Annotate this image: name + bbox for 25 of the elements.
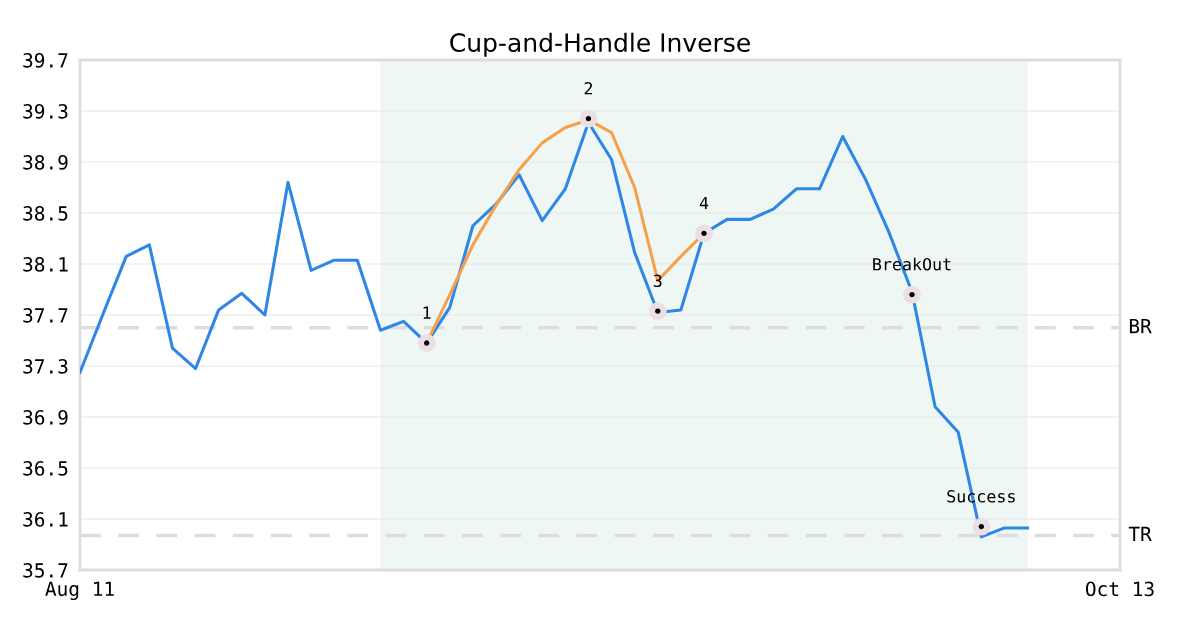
y-tick-label: 36.1 (23, 512, 68, 527)
point (579, 109, 598, 128)
y-tick-label: 36.5 (23, 461, 68, 476)
point (972, 517, 991, 536)
point (648, 302, 667, 321)
chart-title: Cup-and-Handle Inverse (450, 32, 750, 57)
annotation: 1 (423, 306, 431, 319)
y-tick-label: 38.5 (23, 206, 68, 221)
point (417, 334, 436, 352)
y-tick-label: 38.9 (23, 155, 68, 170)
y-tick-label: 39.3 (23, 104, 68, 119)
ref-line-label: TR (1128, 526, 1152, 541)
annotation: 4 (699, 196, 709, 210)
y-tick-label: 35.7 (23, 563, 68, 578)
y-tick-label: 36.9 (23, 410, 68, 425)
y-tick-label: 37.3 (23, 359, 68, 374)
annotation: 2 (584, 81, 593, 95)
y-tick-label: 39.7 (23, 53, 68, 68)
x-tick-label: Oct 13 (1085, 581, 1154, 597)
point (903, 285, 921, 304)
ref-line-label: BR (1129, 318, 1152, 334)
x-tick-label: Aug 11 (45, 581, 114, 601)
point (695, 224, 713, 243)
y-tick-label: 37.7 (23, 308, 68, 323)
y-tick-label: 38.1 (23, 257, 68, 272)
